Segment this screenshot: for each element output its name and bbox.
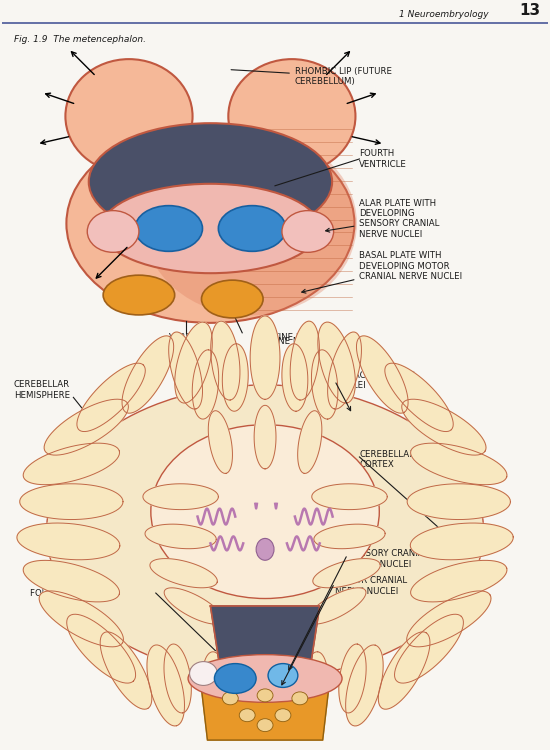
Text: PONTINE NUCLEI: PONTINE NUCLEI [252, 337, 324, 346]
Polygon shape [143, 484, 218, 509]
Ellipse shape [87, 211, 139, 252]
Ellipse shape [228, 59, 355, 173]
Ellipse shape [239, 709, 255, 722]
Polygon shape [410, 523, 513, 560]
Ellipse shape [103, 275, 175, 315]
Text: RHOMBIC LIP (FUTURE
CEREBELLUM): RHOMBIC LIP (FUTURE CEREBELLUM) [231, 67, 392, 86]
Text: FOURTH
VENTRICLE: FOURTH VENTRICLE [360, 149, 408, 169]
Text: CEREBELLAR
HEMISPHERE: CEREBELLAR HEMISPHERE [14, 380, 70, 400]
Polygon shape [394, 614, 464, 683]
Polygon shape [164, 644, 191, 713]
Polygon shape [17, 523, 120, 560]
Polygon shape [402, 399, 486, 455]
Polygon shape [67, 614, 136, 683]
Polygon shape [312, 484, 387, 509]
Text: FOURTH VENTRICLE: FOURTH VENTRICLE [30, 589, 116, 598]
Polygon shape [222, 344, 248, 411]
Ellipse shape [151, 424, 380, 598]
Ellipse shape [218, 206, 286, 251]
Polygon shape [192, 350, 219, 419]
Polygon shape [290, 321, 320, 400]
Polygon shape [250, 316, 280, 399]
Polygon shape [77, 363, 145, 431]
Ellipse shape [257, 689, 273, 702]
Text: CEREBELLAR
CORTEX: CEREBELLAR CORTEX [360, 450, 416, 470]
Ellipse shape [292, 692, 308, 705]
Text: VERMIS: VERMIS [162, 337, 195, 346]
Polygon shape [298, 411, 322, 473]
Polygon shape [411, 443, 507, 485]
Ellipse shape [257, 718, 273, 731]
Polygon shape [164, 588, 223, 624]
Polygon shape [202, 652, 229, 719]
Polygon shape [122, 336, 174, 413]
Text: 1 Neuroembryology: 1 Neuroembryology [399, 10, 488, 19]
Ellipse shape [190, 662, 217, 686]
Polygon shape [318, 322, 355, 403]
Polygon shape [20, 484, 123, 520]
Text: PONTINE NUCLEI: PONTINE NUCLEI [255, 333, 328, 342]
Polygon shape [314, 524, 385, 549]
Polygon shape [282, 344, 308, 411]
Polygon shape [147, 645, 184, 726]
Polygon shape [100, 632, 152, 710]
Polygon shape [145, 524, 216, 549]
Polygon shape [407, 484, 510, 520]
Text: INTRACEREBELLAR
NUCLEI: INTRACEREBELLAR NUCLEI [334, 370, 416, 390]
Ellipse shape [67, 124, 354, 322]
Polygon shape [313, 559, 380, 588]
Polygon shape [44, 399, 128, 455]
Polygon shape [339, 644, 366, 713]
Polygon shape [345, 645, 383, 726]
Ellipse shape [275, 709, 291, 722]
Ellipse shape [268, 664, 298, 688]
Ellipse shape [256, 538, 274, 560]
Polygon shape [385, 363, 453, 431]
Ellipse shape [144, 132, 357, 316]
Ellipse shape [47, 385, 483, 678]
Polygon shape [356, 336, 408, 413]
Ellipse shape [214, 664, 256, 694]
Polygon shape [150, 559, 217, 588]
Polygon shape [254, 405, 276, 469]
Polygon shape [378, 632, 430, 710]
Polygon shape [23, 443, 119, 485]
Polygon shape [328, 332, 361, 409]
Ellipse shape [188, 655, 342, 702]
Text: BASAL PLATE WITH
DEVELOPING MOTOR
CRANIAL NERVE NUCLEI: BASAL PLATE WITH DEVELOPING MOTOR CRANIA… [302, 251, 463, 293]
Polygon shape [211, 321, 240, 400]
Polygon shape [175, 322, 212, 403]
Ellipse shape [65, 59, 192, 173]
Text: PONTINE NUCLEI: PONTINE NUCLEI [235, 639, 308, 648]
Polygon shape [201, 680, 329, 740]
Text: Fig. 1.9  The metencephalon.: Fig. 1.9 The metencephalon. [14, 34, 146, 44]
Polygon shape [301, 652, 328, 719]
Polygon shape [211, 606, 320, 670]
Ellipse shape [89, 123, 332, 241]
Polygon shape [307, 588, 366, 624]
Text: SENSORY CRANIAL
NERVE NUCLEI: SENSORY CRANIAL NERVE NUCLEI [348, 549, 428, 568]
Polygon shape [169, 332, 202, 409]
Text: 13: 13 [519, 3, 540, 18]
Polygon shape [311, 350, 338, 419]
Polygon shape [407, 591, 491, 646]
Ellipse shape [222, 692, 238, 705]
Ellipse shape [201, 280, 263, 318]
Polygon shape [39, 591, 123, 646]
Polygon shape [208, 411, 233, 473]
Polygon shape [23, 560, 119, 602]
Text: VERMIS: VERMIS [169, 333, 202, 342]
Ellipse shape [101, 184, 320, 273]
Text: MOTOR CRANIAL
NERVE NUCLEI: MOTOR CRANIAL NERVE NUCLEI [334, 576, 407, 596]
Ellipse shape [282, 211, 334, 252]
Text: ALAR PLATE WITH
DEVELOPING
SENSORY CRANIAL
NERVE NUCLEI: ALAR PLATE WITH DEVELOPING SENSORY CRANI… [326, 199, 440, 239]
Polygon shape [411, 560, 507, 602]
Ellipse shape [135, 206, 202, 251]
